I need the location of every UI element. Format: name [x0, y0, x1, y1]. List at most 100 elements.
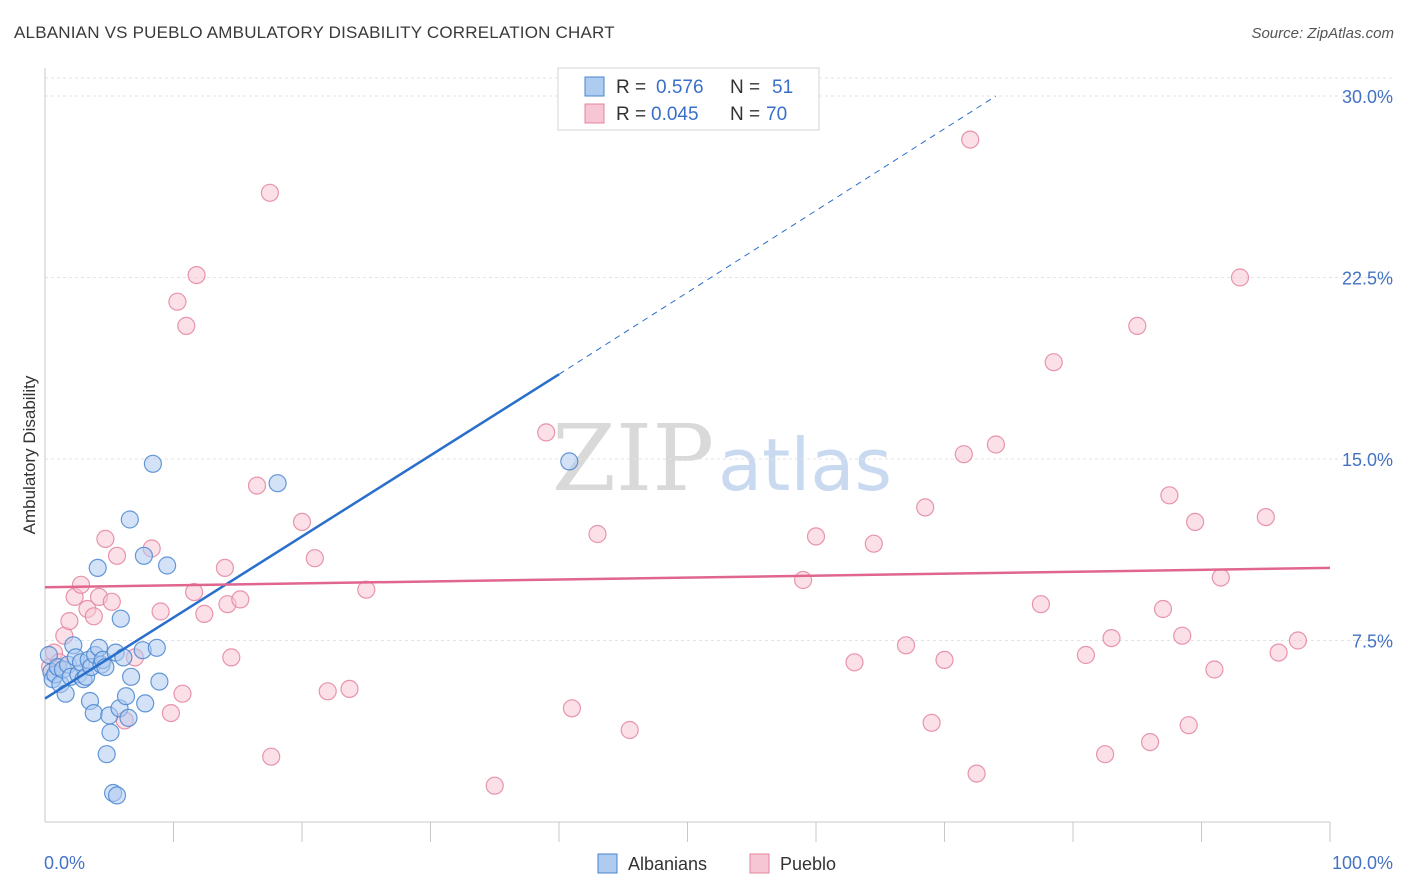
y-tick-label-2: 22.5% — [1342, 269, 1393, 289]
point-albanians-45 — [158, 556, 177, 575]
point-pueblo-26 — [222, 648, 241, 667]
point-pueblo-47 — [922, 713, 941, 732]
point-pueblo-56 — [1095, 745, 1115, 764]
legend-n-label-pueblo: N = — [730, 104, 760, 125]
point-albanians-44 — [150, 672, 169, 691]
point-pueblo-48 — [935, 650, 954, 670]
point-pueblo-41 — [793, 570, 813, 590]
point-albanians-33 — [111, 609, 130, 628]
point-pueblo-66 — [1211, 568, 1230, 587]
point-albanians-26 — [97, 745, 116, 764]
point-albanians-47 — [560, 452, 579, 471]
point-pueblo-58 — [1128, 316, 1147, 335]
point-pueblo-61 — [1160, 486, 1179, 505]
point-pueblo-6 — [71, 575, 91, 594]
point-pueblo-36 — [485, 776, 504, 795]
data-points — [39, 130, 1308, 805]
point-pueblo-42 — [806, 527, 826, 546]
legend-r-value-pueblo: 0.045 — [651, 104, 699, 125]
point-pueblo-10 — [96, 529, 115, 549]
trend-line-albanians-extension — [558, 95, 997, 375]
point-pueblo-19 — [173, 684, 192, 703]
tick-labels: 7.5% 15.0% 22.5% 30.0% 0.0% 100.0% — [44, 87, 1393, 873]
point-albanians-43 — [147, 638, 166, 657]
point-albanians-21 — [88, 558, 107, 578]
series-legend-label-albanians: Albanians — [628, 854, 707, 874]
point-albanians-41 — [136, 694, 155, 713]
point-pueblo-29 — [260, 183, 279, 202]
point-albanians-46 — [268, 474, 287, 493]
point-albanians-36 — [119, 708, 138, 728]
point-pueblo-31 — [292, 512, 312, 532]
point-pueblo-62 — [1173, 626, 1192, 645]
watermark-atlas: atlas — [718, 423, 892, 507]
trend-line-pueblo — [44, 566, 1331, 589]
point-albanians-38 — [122, 667, 141, 686]
point-pueblo-28 — [247, 476, 267, 495]
point-pueblo-65 — [1205, 660, 1224, 679]
series-legend-swatch-albanians — [597, 853, 618, 874]
point-pueblo-33 — [318, 682, 337, 701]
point-pueblo-11 — [102, 592, 121, 611]
point-pueblo-53 — [1031, 595, 1051, 614]
x-tick-label-0: 0.0% — [44, 853, 85, 873]
point-pueblo-44 — [864, 534, 883, 553]
y-axis-label: Ambulatory Disability — [20, 375, 39, 534]
point-pueblo-37 — [537, 423, 556, 442]
point-pueblo-67 — [1230, 268, 1250, 287]
point-pueblo-23 — [195, 604, 214, 624]
point-pueblo-46 — [916, 498, 935, 517]
point-pueblo-8 — [84, 607, 103, 626]
point-pueblo-16 — [151, 602, 170, 621]
point-pueblo-70 — [1288, 631, 1308, 650]
point-albanians-40 — [134, 546, 153, 565]
trend-lines — [44, 95, 1331, 700]
point-pueblo-20 — [177, 316, 196, 335]
point-pueblo-68 — [1256, 507, 1275, 527]
point-pueblo-17 — [161, 703, 180, 723]
point-albanians-37 — [120, 510, 139, 529]
legend-r-value-albanians: 0.576 — [656, 77, 704, 98]
point-pueblo-24 — [215, 558, 234, 578]
point-pueblo-57 — [1102, 628, 1121, 648]
point-albanians-28 — [101, 723, 120, 742]
point-pueblo-45 — [896, 636, 916, 655]
point-pueblo-40 — [620, 720, 639, 740]
point-pueblo-34 — [340, 679, 359, 699]
legend-swatch-albanians — [584, 76, 605, 97]
point-albanians-31 — [107, 786, 127, 805]
point-pueblo-50 — [961, 130, 980, 149]
point-pueblo-60 — [1153, 599, 1173, 619]
x-tick-label-1: 100.0% — [1332, 853, 1393, 873]
point-pueblo-38 — [562, 699, 582, 718]
point-pueblo-43 — [845, 653, 864, 672]
point-albanians-42 — [143, 454, 162, 473]
point-pueblo-21 — [185, 582, 204, 602]
y-tick-label-0: 7.5% — [1352, 632, 1393, 652]
y-tick-label-1: 15.0% — [1342, 450, 1393, 470]
chart-source: Source: ZipAtlas.com — [1251, 25, 1394, 42]
series-legend-swatch-pueblo — [749, 853, 770, 874]
legend-n-value-pueblo: 70 — [766, 104, 787, 125]
legend-n-label-albanians: N = — [730, 77, 760, 98]
chart-title: ALBANIAN VS PUEBLO AMBULATORY DISABILITY… — [14, 23, 615, 42]
point-pueblo-4 — [60, 611, 79, 631]
series-legend-label-pueblo: Pueblo — [780, 854, 836, 874]
series-legend: Albanians Pueblo — [597, 853, 836, 874]
trend-line-albanians — [44, 373, 560, 700]
point-pueblo-32 — [305, 549, 324, 568]
point-pueblo-12 — [107, 546, 127, 565]
legend-swatch-pueblo — [584, 103, 605, 124]
point-albanians-7 — [56, 684, 75, 703]
axes — [44, 68, 1331, 842]
point-pueblo-63 — [1179, 716, 1198, 735]
gridlines — [45, 77, 1392, 641]
point-albanians-19 — [84, 703, 103, 723]
legend-r-label-albanians: R = — [616, 77, 646, 98]
point-pueblo-27 — [231, 590, 250, 609]
point-pueblo-52 — [986, 435, 1006, 454]
point-pueblo-55 — [1076, 645, 1096, 665]
legend-r-label-pueblo: R = — [616, 104, 646, 125]
